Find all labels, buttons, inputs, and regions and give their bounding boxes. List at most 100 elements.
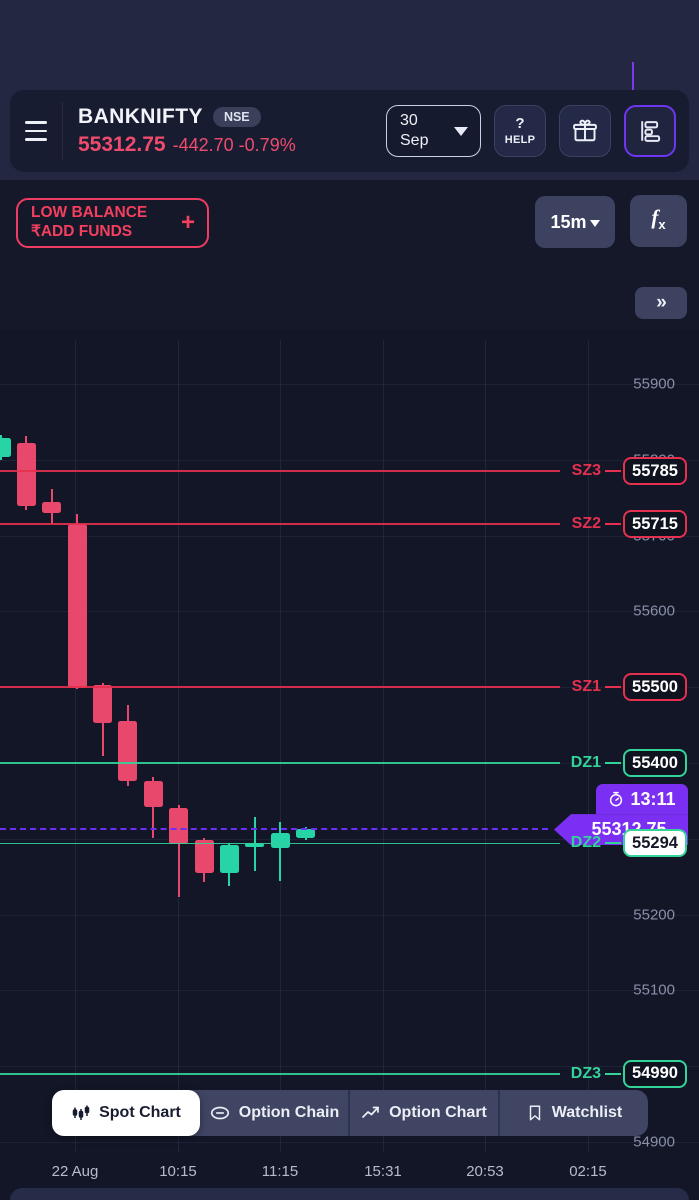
- low-balance-label: LOW BALANCE: [31, 204, 148, 222]
- candle-wick: [152, 777, 155, 839]
- question-icon: ?: [515, 115, 525, 132]
- instrument-header: BANKNIFTY NSE 55312.75 -442.70 -0.79% 30 …: [10, 90, 689, 172]
- zone-line-dz3: [0, 1073, 560, 1075]
- tab-spot-chart[interactable]: Spot Chart: [52, 1090, 200, 1136]
- time-axis-label: 10:15: [159, 1163, 197, 1180]
- grid-line-vertical: [383, 340, 384, 1152]
- time-axis-label: 22 Aug: [51, 1163, 99, 1180]
- layout-switcher-button[interactable]: [624, 105, 676, 157]
- add-funds-label: ₹ADD FUNDS: [31, 223, 133, 240]
- zone-dash: [605, 470, 621, 473]
- zone-label: DZ3: [570, 1064, 601, 1082]
- candle-wick: [177, 804, 180, 898]
- price-axis-label: 55600: [633, 602, 675, 620]
- header-divider: [62, 102, 63, 160]
- zone-price-badge: 55500: [623, 673, 687, 702]
- expiry-month: Sep: [400, 132, 429, 149]
- trend-line-icon: [361, 1103, 381, 1123]
- grid-line-horizontal: [0, 838, 699, 840]
- candle-body: [42, 502, 62, 513]
- candle-body: [270, 832, 290, 848]
- zone-dash: [605, 842, 621, 845]
- candle-body: [93, 684, 112, 723]
- tab-label: Option Chart: [389, 1104, 487, 1121]
- grid-line-horizontal: [0, 990, 699, 992]
- zone-line-sz1: [0, 686, 560, 688]
- grid-line-horizontal: [0, 459, 699, 461]
- tab-label: Option Chain: [238, 1104, 340, 1121]
- candlestick-chart[interactable]: 5590055800557005560055200551005490022 Au…: [0, 330, 699, 1200]
- tab-label: Spot Chart: [99, 1104, 181, 1121]
- zone-label: SZ1: [571, 678, 601, 696]
- chevron-down-icon: [454, 126, 468, 136]
- zone-tag-dz2: DZ2 55294: [571, 828, 687, 858]
- timeframe-button[interactable]: 15m: [535, 196, 615, 248]
- price-change: -442.70: [172, 135, 234, 155]
- time-axis-label: 15:31: [364, 1163, 402, 1180]
- help-button[interactable]: ? HELP: [494, 105, 546, 157]
- bottom-sheet-edge[interactable]: [10, 1188, 689, 1200]
- time-axis-label: 20:53: [466, 1163, 504, 1180]
- zone-label: DZ2: [570, 834, 601, 852]
- zone-tag-sz3: SZ3 55785: [572, 456, 687, 486]
- add-funds-button[interactable]: LOW BALANCE ₹ADD FUNDS +: [16, 198, 209, 248]
- price-axis-label: 55100: [633, 981, 675, 999]
- zone-line-dz2: [0, 842, 560, 845]
- zone-price-badge: 55785: [623, 457, 687, 486]
- candle-body: [169, 807, 189, 845]
- candle-body: [0, 437, 11, 457]
- price-row: 55312.75 -442.70 -0.79%: [78, 133, 296, 157]
- zone-line-sz2: [0, 523, 560, 525]
- symbol-title: BANKNIFTY: [78, 105, 203, 128]
- time-axis-label: 11:15: [261, 1163, 299, 1180]
- tab-watchlist[interactable]: Watchlist: [498, 1090, 648, 1136]
- expand-panel-button[interactable]: »: [635, 287, 687, 319]
- price-axis-label: 55900: [633, 375, 675, 393]
- grid-line-vertical: [280, 340, 281, 1152]
- grid-line-vertical: [178, 340, 179, 1152]
- expiry-day: 30: [400, 112, 418, 130]
- rewards-button[interactable]: [559, 105, 611, 157]
- menu-button[interactable]: [10, 90, 62, 172]
- candle-body: [118, 721, 138, 782]
- price-axis-label: 54900: [633, 1133, 675, 1151]
- zone-label: SZ3: [571, 462, 601, 480]
- grid-line-horizontal: [0, 384, 699, 385]
- plus-icon: +: [180, 209, 195, 236]
- layout-bars-icon: [637, 118, 663, 144]
- zone-dash: [605, 1072, 621, 1075]
- zone-price-badge: 55715: [623, 510, 687, 539]
- grid-line-vertical: [485, 340, 486, 1152]
- chevron-down-icon: [589, 219, 600, 227]
- zone-line-dz1: [0, 762, 560, 764]
- exchange-badge: NSE: [212, 107, 261, 127]
- double-chevron-right-icon: »: [656, 292, 667, 313]
- zone-price-badge: 54990: [623, 1059, 687, 1088]
- tab-option-chart[interactable]: Option Chart: [348, 1090, 498, 1136]
- coachmark-pointer-line: [632, 62, 634, 106]
- zone-tag-dz1: DZ1 55400: [571, 748, 687, 778]
- expiry-select[interactable]: 30 Sep: [386, 105, 481, 157]
- bottom-tab-bar: Spot Chart Option Chain Option Chart: [52, 1090, 648, 1136]
- indicators-button[interactable]: fx: [630, 195, 687, 247]
- grid-line-horizontal: [0, 611, 699, 613]
- grid-line-horizontal: [0, 1066, 699, 1068]
- price-axis-label: 55200: [633, 906, 675, 924]
- last-price: 55312.75: [78, 133, 166, 156]
- zone-tag-dz3: DZ3 54990: [571, 1059, 687, 1089]
- countdown-text: 13:11: [630, 788, 676, 809]
- candle-wick: [279, 822, 282, 882]
- tab-label: Watchlist: [551, 1104, 623, 1121]
- zone-dash: [605, 762, 621, 764]
- grid-line-horizontal: [0, 914, 699, 916]
- last-price-dashed-line: [0, 828, 548, 831]
- zone-price-badge: 55400: [623, 749, 687, 777]
- grid-line-vertical: [75, 340, 76, 1152]
- zone-line-sz3: [0, 470, 560, 472]
- tab-option-chain[interactable]: Option Chain: [200, 1090, 348, 1136]
- stopwatch-icon: [610, 791, 623, 807]
- timeframe-label: 15m: [550, 211, 587, 232]
- chain-link-icon: [209, 1102, 231, 1124]
- candle-body: [143, 781, 163, 807]
